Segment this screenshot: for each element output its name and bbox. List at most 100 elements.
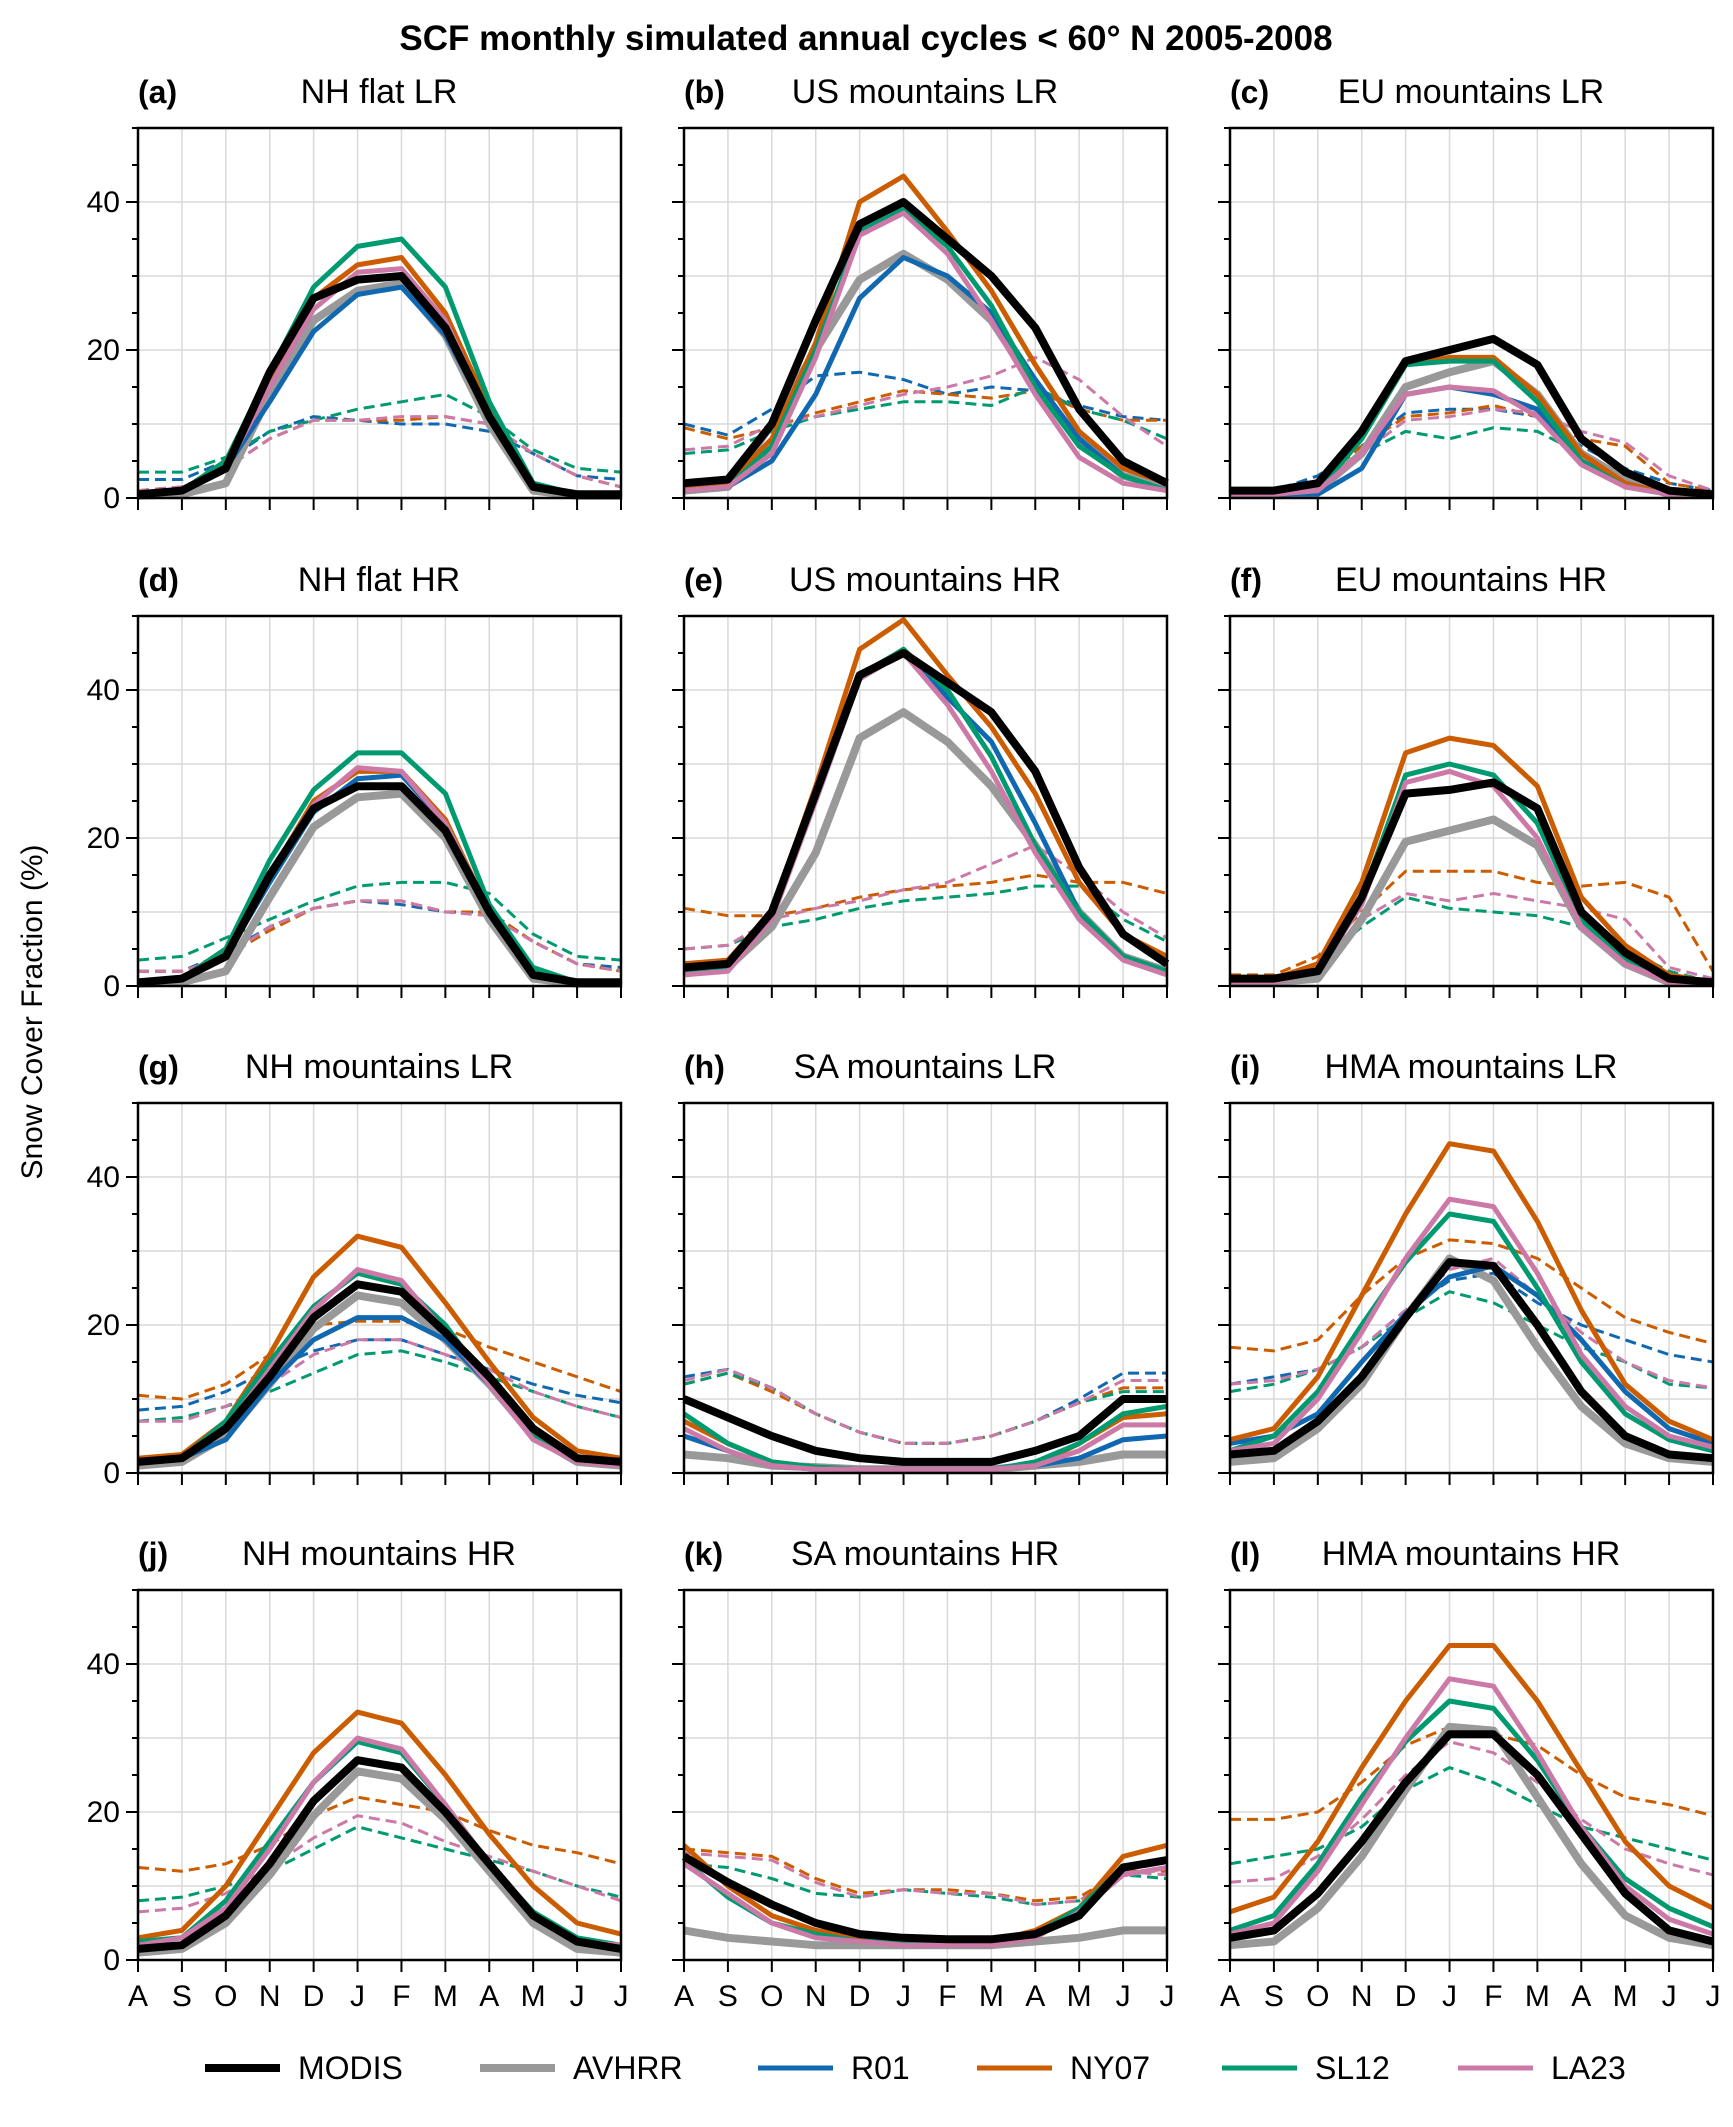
x-tick-label: N [259, 1980, 281, 2013]
x-tick-label: S [718, 1980, 738, 2013]
x-tick-label: D [1395, 1980, 1417, 2013]
gridlines [1229, 615, 1714, 986]
panel-title: NH mountains LR [245, 1048, 513, 1086]
x-tick-label: J [614, 1980, 629, 2013]
series-ny07-dashed [1230, 1725, 1714, 1821]
x-tick-label: J [350, 1980, 365, 2013]
panel-letter: (f) [1230, 562, 1262, 598]
series-sl12-dashed [1229, 1290, 1714, 1394]
x-tick-label: A [1025, 1980, 1045, 2013]
x-tick-label: J [1442, 1980, 1457, 2013]
panel-letter: (j) [138, 1536, 168, 1572]
legend-item-la23: LA23 [1458, 2050, 1626, 2086]
legend-item-ny07: NY07 [977, 2050, 1150, 2086]
gridlines [137, 127, 622, 498]
panels-grid: 0 20 40 (a) NH flat LR (b) US mountains LR (c) E… [87, 73, 1721, 2013]
series-la23-dashed [683, 355, 1168, 452]
y-tick-label: 20 [87, 822, 120, 855]
series-lines [683, 617, 1170, 978]
panel-letter: (l) [1230, 1536, 1260, 1572]
panel-title: NH flat HR [298, 561, 460, 599]
series-sl12-dashed [1229, 1766, 1714, 1866]
series-la23-solid [683, 650, 1168, 978]
series-sl12-dashed [138, 392, 622, 474]
panel-a: 0 20 40 (a) NH flat LR [87, 73, 623, 515]
y-tick-label: 20 [87, 1796, 120, 1829]
series-sl12-solid [1229, 1698, 1714, 1933]
plot-frame [682, 1101, 1169, 1475]
x-tick-label: M [1067, 1980, 1092, 2013]
x-tick-label: M [979, 1980, 1004, 2013]
legend: MODIS AVHRR R01 NY07 SL12 LA23 [205, 2050, 1626, 2086]
x-tick-label: S [1264, 1980, 1284, 2013]
series-sl12-dashed [137, 1825, 622, 1903]
panel-b: (b) US mountains LR [672, 73, 1169, 510]
y-tick-label: 0 [103, 482, 120, 515]
x-tick-label: O [1306, 1980, 1329, 2013]
plot-frame [1228, 614, 1715, 988]
series-modis-solid [683, 198, 1169, 488]
y-tick-label: 40 [87, 674, 120, 707]
series-la23-dashed [683, 1367, 1167, 1445]
series-ny07-dashed [683, 1847, 1167, 1903]
series-la23-dashed [1230, 407, 1714, 496]
x-tick-label: O [760, 1980, 783, 2013]
x-tick-label: J [1662, 1980, 1677, 2013]
y-tick-label: 0 [103, 970, 120, 1003]
x-tick-label: O [214, 1980, 237, 2013]
plot-frame [1228, 126, 1715, 500]
series-sl12-solid [683, 206, 1168, 494]
series-lines [1229, 1643, 1715, 1950]
panel-title: SA mountains LR [794, 1048, 1057, 1086]
plot-frame [136, 126, 623, 500]
panel-i: (i) HMA mountains LR [1218, 1048, 1715, 1485]
series-ny07-dashed [1230, 404, 1714, 493]
panel-letter: (d) [138, 562, 179, 598]
panel-title: NH flat LR [301, 73, 458, 111]
series-r01-dashed [1229, 1271, 1714, 1386]
series-r01-solid [683, 255, 1168, 494]
gridlines [683, 1102, 1168, 1473]
panel-title: HMA mountains LR [1325, 1048, 1618, 1086]
x-tick-label: M [1525, 1980, 1550, 2013]
series-lines [137, 750, 622, 988]
y-tick-label: 40 [87, 1161, 120, 1194]
y-tick-label: 0 [103, 1944, 120, 1977]
series-la23-dashed [138, 899, 622, 973]
x-tick-label: M [521, 1980, 546, 2013]
series-r01-dashed [683, 370, 1168, 437]
series-ny07-solid [137, 768, 621, 985]
series-avhrr-solid [1229, 1722, 1714, 1950]
panel-letter: (c) [1230, 74, 1269, 110]
series-la23-solid [1230, 384, 1713, 497]
series-lines [137, 1709, 622, 1957]
series-la23-dashed [138, 1338, 622, 1423]
series-modis-solid [683, 649, 1170, 972]
x-tick-label: A [674, 1980, 694, 2013]
x-tick-label: A [128, 1980, 148, 2013]
series-lines [682, 1367, 1168, 1474]
x-tick-label: F [1484, 1980, 1502, 2013]
panel-f: (f) EU mountains HR [1218, 561, 1715, 998]
x-tick-label: D [303, 1980, 325, 2013]
series-ny07-dashed [137, 1795, 622, 1873]
legend-item-modis: MODIS [205, 2050, 403, 2086]
gridlines [1229, 127, 1714, 498]
series-avhrr-solid [137, 1767, 622, 1957]
panel-h: (h) SA mountains LR [672, 1048, 1169, 1485]
gridlines [1229, 1589, 1714, 1960]
x-tick-label: D [849, 1980, 871, 2013]
series-ny07-dashed [1230, 869, 1715, 977]
legend-label: AVHRR [573, 2050, 683, 2086]
series-lines [683, 173, 1169, 495]
x-tick-label: F [938, 1980, 956, 2013]
series-sl12-solid [1230, 761, 1714, 985]
legend-item-avhrr: AVHRR [480, 2050, 683, 2086]
x-tick-label: J [1706, 1980, 1721, 2013]
y-tick-label: 20 [87, 1309, 120, 1342]
x-tick-label: A [1571, 1980, 1591, 2013]
legend-label: LA23 [1551, 2050, 1626, 2086]
y-tick-label: 0 [103, 1457, 120, 1490]
